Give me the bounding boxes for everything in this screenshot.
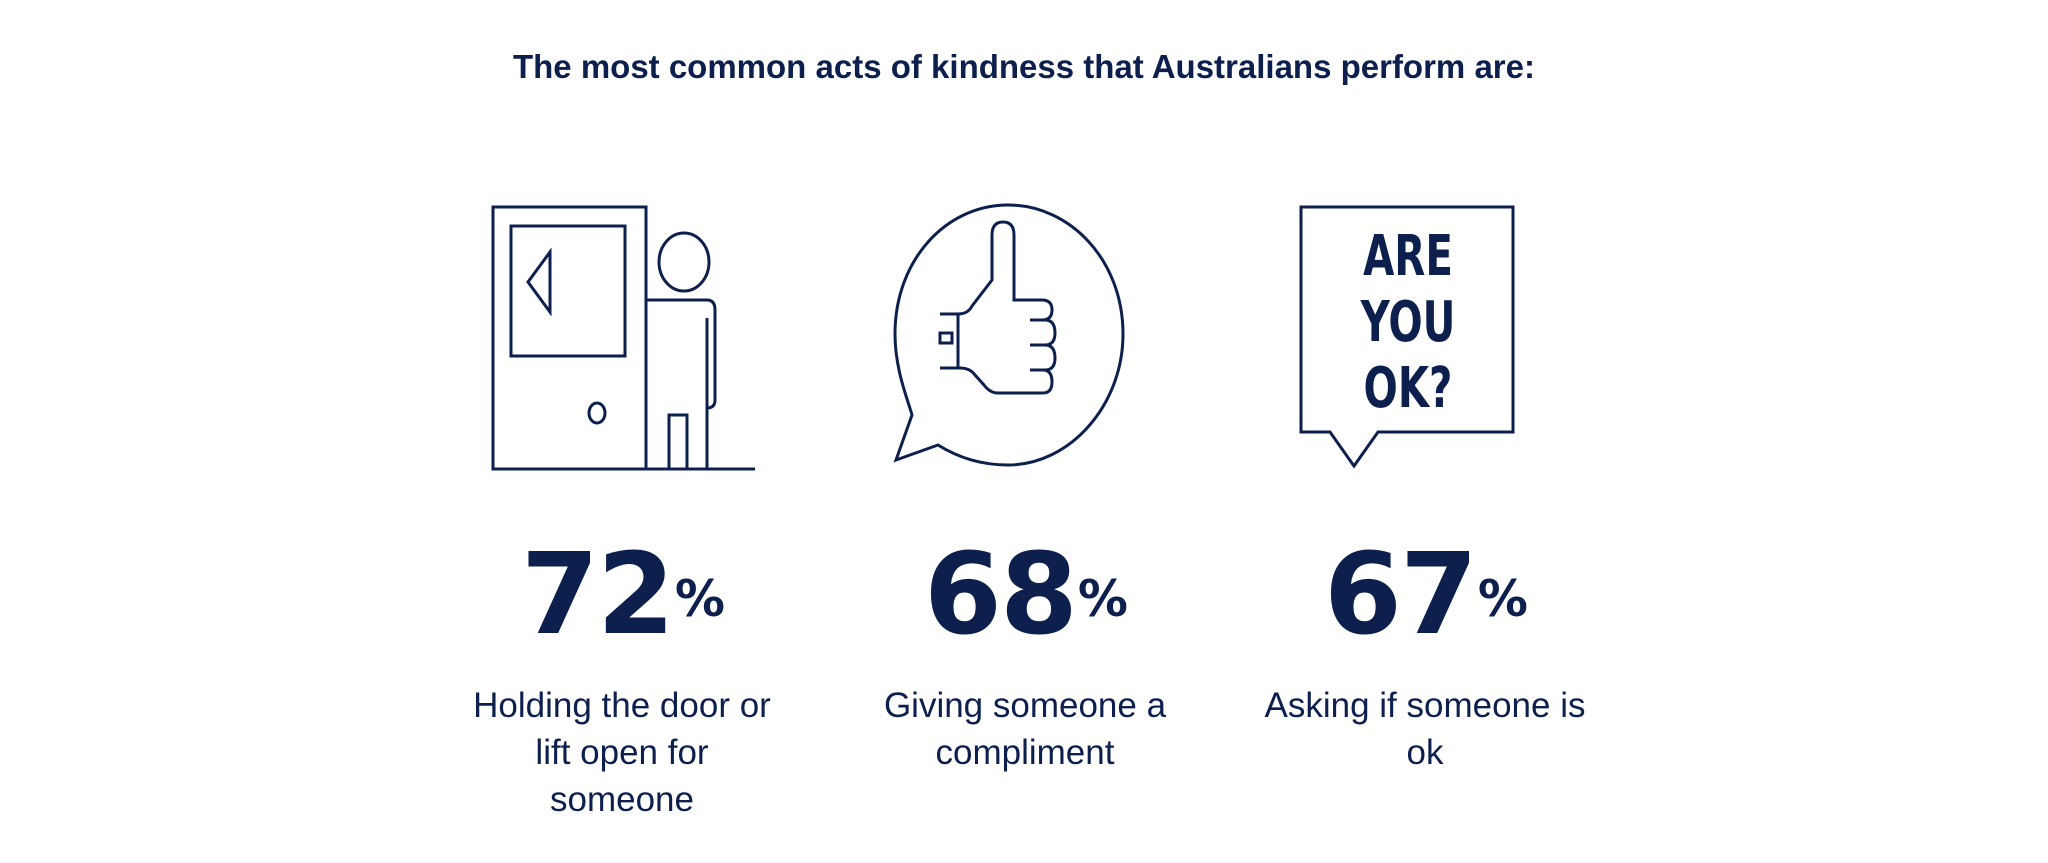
stat-number: 67 xyxy=(1324,530,1478,660)
percent-sign: % xyxy=(1477,570,1528,628)
stat-value: 67% xyxy=(1215,539,1635,651)
stat-value: 72% xyxy=(412,539,832,651)
stat-number: 72 xyxy=(521,530,675,660)
are-text: ARE xyxy=(1363,224,1453,289)
percent-sign: % xyxy=(674,570,725,628)
stat-are-you-ok: 67% Asking if someone is ok xyxy=(1215,539,1635,776)
stat-value: 68% xyxy=(815,539,1235,651)
stat-number: 68 xyxy=(924,530,1078,660)
are-you-ok-speech-box-icon: ARE YOU OK? xyxy=(1298,204,1518,472)
page-title: The most common acts of kindness that Au… xyxy=(512,48,1535,85)
stat-compliment: 68% Giving someone a compliment xyxy=(815,539,1235,776)
stat-label: Asking if someone is ok xyxy=(1264,686,1586,772)
ok-text: OK? xyxy=(1363,356,1453,421)
stat-label: Giving someone a compliment xyxy=(883,686,1167,772)
you-text: YOU xyxy=(1360,290,1456,355)
stat-door: 72% Holding the door or lift open for so… xyxy=(412,539,832,823)
thumbs-up-speech-bubble-icon xyxy=(893,203,1125,467)
percent-sign: % xyxy=(1077,570,1128,628)
door-person-icon xyxy=(491,205,755,471)
stat-label: Holding the door or lift open for someon… xyxy=(473,686,771,819)
